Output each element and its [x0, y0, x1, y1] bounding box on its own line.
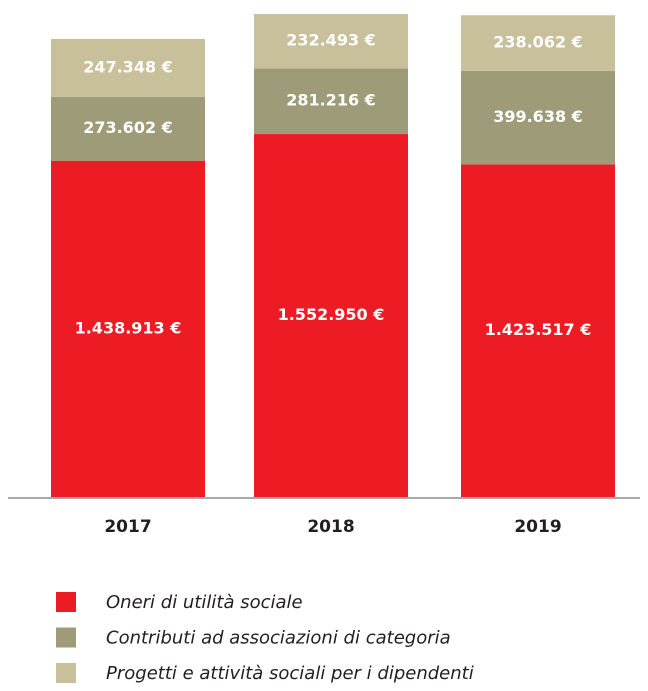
bar-segment — [254, 134, 408, 497]
value-label: 247.348 € — [83, 57, 173, 76]
value-label: 1.438.913 € — [75, 318, 182, 337]
legend-label: Oneri di utilità sociale — [106, 592, 303, 613]
legend-swatch — [56, 663, 76, 683]
bar-segment — [461, 70, 615, 165]
legend-label: Progetti e attività sociali per i dipend… — [106, 663, 474, 684]
x-tick-label: 2017 — [104, 517, 151, 537]
x-tick-label: 2018 — [307, 517, 354, 537]
bar-segment — [254, 68, 408, 135]
legend-label: Contributi ad associazioni di categoria — [106, 628, 451, 649]
bar-segment — [461, 15, 615, 71]
legend-swatch — [56, 592, 76, 612]
bar-segment — [51, 96, 205, 161]
x-tick-label: 2019 — [514, 517, 561, 537]
value-label: 281.216 € — [286, 91, 376, 110]
value-label: 238.062 € — [493, 33, 583, 52]
legend-swatch — [56, 627, 76, 648]
value-label: 399.638 € — [493, 107, 583, 126]
value-label: 273.602 € — [83, 118, 173, 137]
value-label: 232.493 € — [286, 31, 376, 50]
bar-segment — [51, 38, 205, 97]
bar-segment — [254, 14, 408, 69]
bar-segment — [461, 164, 615, 497]
value-label: 1.552.950 € — [278, 305, 385, 324]
bar-segment — [51, 160, 205, 497]
value-label: 1.423.517 € — [485, 320, 592, 339]
